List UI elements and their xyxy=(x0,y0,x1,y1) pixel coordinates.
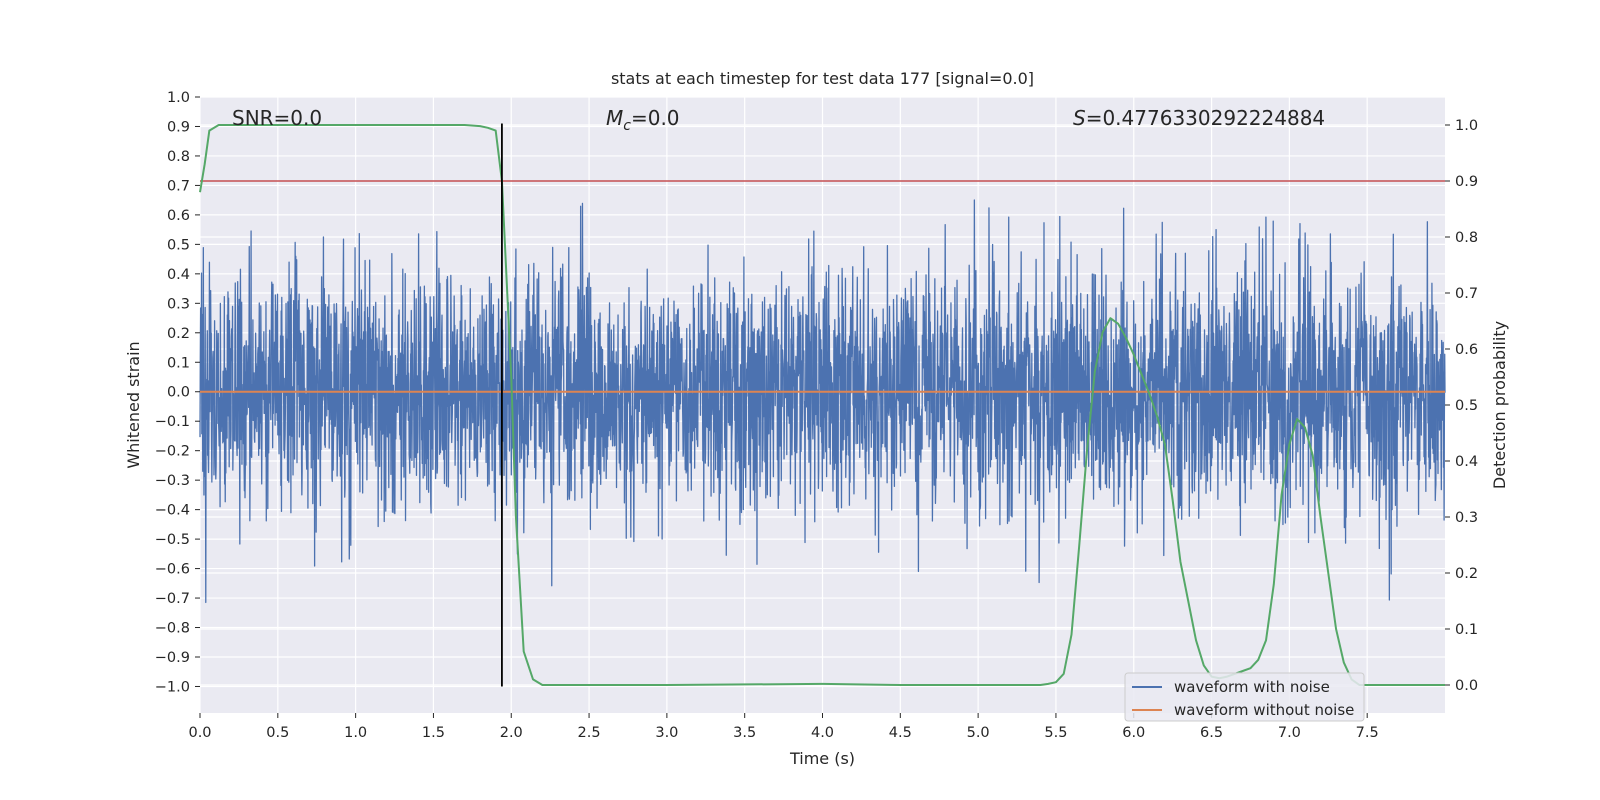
y-tick-label: 0.5 xyxy=(167,237,190,253)
y-tick-label: −0.2 xyxy=(155,444,190,460)
x-tick-label: 2.0 xyxy=(500,725,523,741)
chirp-mass-symbol: M xyxy=(606,106,623,130)
y2-tick-label: 0.8 xyxy=(1455,230,1478,246)
y-tick-label: 1.0 xyxy=(167,90,190,106)
s-statistic-annotation: S=0.4776330292224884 xyxy=(1073,106,1325,130)
y-tick-label: 0.7 xyxy=(167,178,190,194)
x-tick-label: 3.5 xyxy=(733,725,756,741)
chirp-mass-subscript: c xyxy=(623,118,631,134)
legend-label-waveform-without-noise: waveform without noise xyxy=(1174,701,1354,719)
y-tick-label: 0.1 xyxy=(167,355,190,371)
y-tick-label: 0.4 xyxy=(167,267,190,283)
y-tick-label: −0.9 xyxy=(155,650,190,666)
series-detection-probability xyxy=(199,124,1445,686)
chirp-mass-annotation: Mc=0.0 xyxy=(606,106,680,134)
y2-tick-label: 0.2 xyxy=(1455,566,1478,582)
series-layer xyxy=(199,123,1446,687)
y2-tick-label: 0.5 xyxy=(1455,398,1478,414)
y2-axis-label: Detection probability xyxy=(1490,321,1509,489)
y-tick-label: 0.0 xyxy=(167,385,190,401)
legend-label-waveform-with-noise: waveform with noise xyxy=(1174,678,1330,696)
x-tick-label: 5.0 xyxy=(967,725,990,741)
y-tick-label: −0.5 xyxy=(155,532,190,548)
y2-tick-label: 0.0 xyxy=(1455,678,1478,694)
y2-tick-label: 0.9 xyxy=(1455,174,1478,190)
y-tick-label: 0.9 xyxy=(167,119,190,135)
x-tick-label: 1.5 xyxy=(422,725,445,741)
s-statistic-symbol: S xyxy=(1073,106,1086,130)
legend: waveform with noise waveform without noi… xyxy=(1124,672,1365,722)
x-tick-label: 0.5 xyxy=(266,725,289,741)
s-statistic-value: =0.4776330292224884 xyxy=(1086,106,1325,130)
legend-box xyxy=(1124,672,1365,722)
y2-tick-label: 1.0 xyxy=(1455,118,1478,134)
chart-title: stats at each timestep for test data 177… xyxy=(611,69,1034,88)
y-tick-label: −1.0 xyxy=(155,679,190,695)
y2-tick-label: 0.3 xyxy=(1455,510,1478,526)
x-tick-label: 1.0 xyxy=(344,725,367,741)
y-tick-label: −0.1 xyxy=(155,414,190,430)
x-tick-label: 2.5 xyxy=(578,725,601,741)
y-tick-label: 0.3 xyxy=(167,296,190,312)
y2-tick-label: 0.6 xyxy=(1455,342,1478,358)
snr-annotation: SNR=0.0 xyxy=(232,106,322,130)
x-tick-label: 0.0 xyxy=(188,725,211,741)
x-tick-label: 7.5 xyxy=(1356,725,1379,741)
x-tick-label: 6.5 xyxy=(1200,725,1223,741)
x-axis-label: Time (s) xyxy=(789,749,855,768)
y-tick-label: −0.6 xyxy=(155,562,190,578)
y-tick-label: 0.2 xyxy=(167,326,190,342)
y-axis-label: Whitened strain xyxy=(124,341,143,468)
x-tick-label: 7.0 xyxy=(1278,725,1301,741)
chirp-mass-value: =0.0 xyxy=(631,106,680,130)
y-tick-label: −0.7 xyxy=(155,591,190,607)
x-tick-label: 6.0 xyxy=(1122,725,1145,741)
y-tick-label: −0.4 xyxy=(155,503,190,519)
y-tick-label: 0.6 xyxy=(167,208,190,224)
y-tick-label: 0.8 xyxy=(167,149,190,165)
y2-tick-label: 0.7 xyxy=(1455,286,1478,302)
y-tick-label: −0.3 xyxy=(155,473,190,489)
x-tick-label: 4.0 xyxy=(811,725,834,741)
x-tick-label: 4.5 xyxy=(889,725,912,741)
series-waveform-with-noise xyxy=(199,199,1446,604)
x-tick-label: 3.0 xyxy=(655,725,678,741)
x-tick-label: 5.5 xyxy=(1044,725,1067,741)
y2-tick-label: 0.4 xyxy=(1455,454,1478,470)
y2-tick-label: 0.1 xyxy=(1455,622,1478,638)
axes: 0.0 0.5 1.0 1.5 2.0 2.5 3.0 3.5 4.0 4.5 5.0 5.5 6.0 6… xyxy=(155,90,1478,741)
y-tick-label: −0.8 xyxy=(155,621,190,637)
